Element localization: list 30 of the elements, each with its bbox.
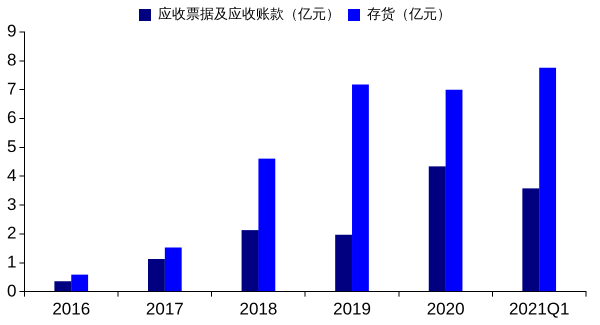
bar [242, 230, 258, 292]
bar [335, 234, 352, 292]
y-tick-label: 7 [6, 79, 16, 98]
x-tick-label: 2018 [240, 299, 278, 318]
bar [539, 68, 556, 292]
x-tick-label: 2019 [333, 299, 371, 318]
y-tick-label: 5 [6, 137, 16, 156]
bar [446, 90, 462, 292]
bar [258, 158, 276, 292]
legend-label: 存货（亿元） [367, 6, 451, 23]
y-tick-label: 2 [6, 224, 16, 243]
y-tick-label: 4 [6, 166, 16, 185]
x-tick-label: 2016 [52, 299, 90, 318]
y-tick-label: 0 [6, 281, 16, 300]
y-tick-label: 6 [6, 108, 16, 128]
bar [428, 166, 446, 292]
bar [164, 247, 182, 292]
y-tick-label: 8 [6, 50, 16, 70]
bar [148, 259, 165, 292]
bar [54, 281, 72, 292]
y-tick-label: 3 [6, 194, 16, 214]
y-tick-label: 1 [6, 252, 16, 272]
x-tick-label: 2020 [426, 299, 465, 318]
bar [522, 188, 540, 292]
legend-label: 应收票据及应收账款（亿元） [158, 6, 340, 23]
x-tick-label: 2021Q1 [508, 299, 570, 318]
bar [352, 84, 369, 292]
y-tick-label: 9 [6, 22, 16, 41]
bar [71, 274, 88, 292]
x-tick-label: 2017 [146, 299, 184, 318]
